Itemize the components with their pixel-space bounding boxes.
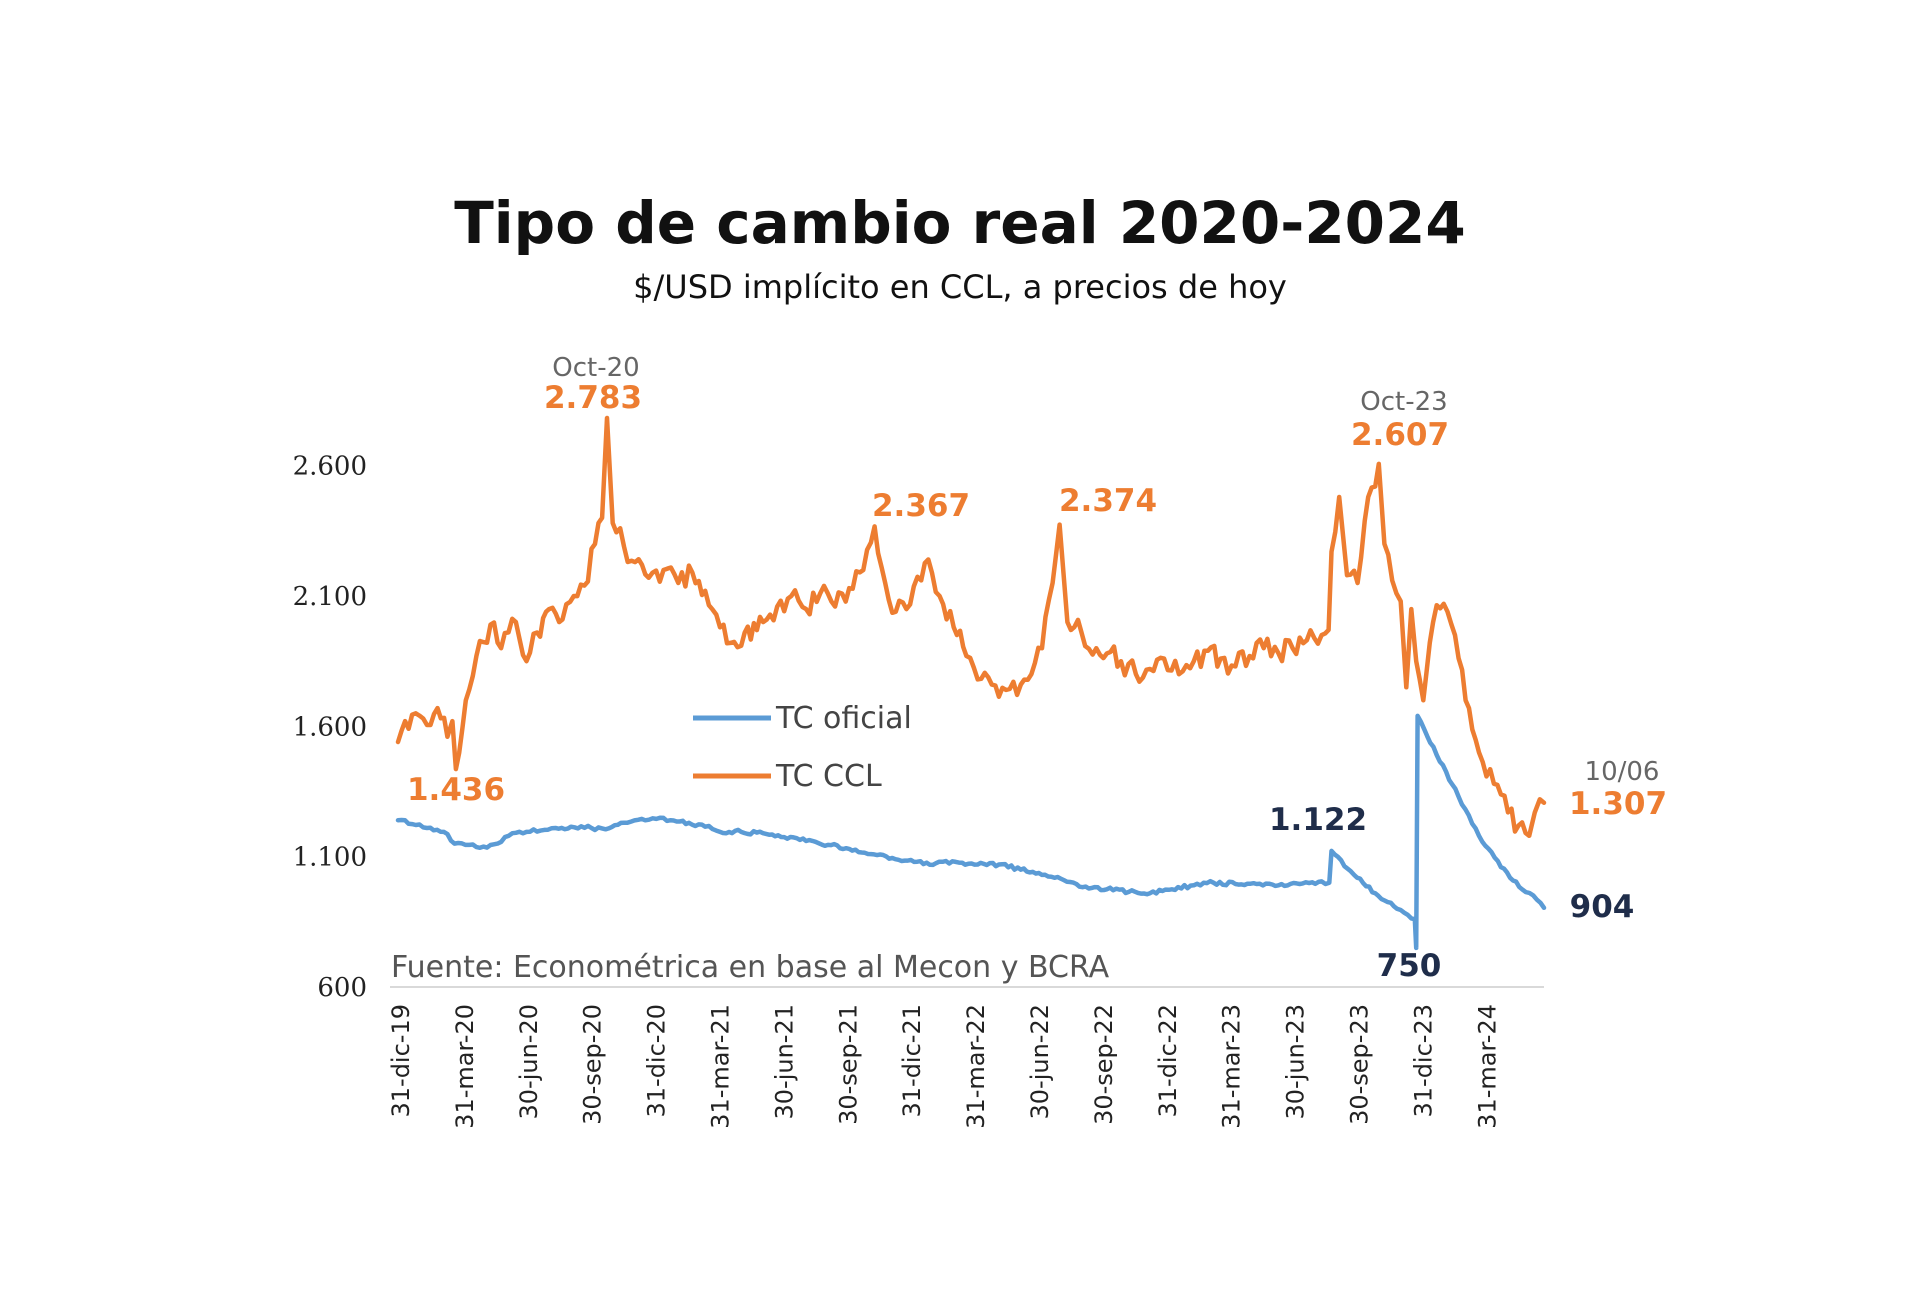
chart-subtitle: $/USD implícito en CCL, a precios de hoy xyxy=(633,268,1287,306)
x-tick-label-17: 31-mar-24 xyxy=(1473,1004,1501,1129)
source-note: Fuente: Econométrica en base al Mecon y … xyxy=(391,950,1110,985)
x-tick-label-10: 30-jun-22 xyxy=(1026,1004,1054,1120)
legend-label-tc-ccl: TC CCL xyxy=(775,759,882,794)
series-layer xyxy=(395,415,1547,951)
y-tick-label-1: 1.100 xyxy=(293,843,367,873)
annotation-oficial-peak-2023: 1.122 xyxy=(1269,802,1367,838)
y-tick-label-0: 600 xyxy=(317,973,367,1003)
annotation-peak-2021: 2.367 xyxy=(872,488,970,524)
annotation-peak-2022: 2.374 xyxy=(1059,483,1157,519)
x-tick-label-7: 30-sep-21 xyxy=(834,1004,862,1125)
annotation-oct23-date: Oct-23 xyxy=(1360,387,1447,417)
x-tick-label-0: 31-dic-19 xyxy=(387,1004,415,1118)
annotation-oct20-date: Oct-20 xyxy=(552,353,639,383)
annotation-oct20-peak: 2.783 xyxy=(544,380,642,416)
x-axis: 31-dic-19 31-mar-20 30-jun-20 30-sep-20 31-d… xyxy=(387,1004,1501,1129)
series-line-tc-ccl xyxy=(395,415,1547,839)
y-tick-label-3: 2.100 xyxy=(293,582,367,612)
x-tick-label-3: 30-sep-20 xyxy=(579,1004,607,1125)
x-tick-label-16: 31-dic-23 xyxy=(1409,1004,1437,1118)
annotation-last-ccl: 1.307 xyxy=(1569,786,1667,822)
x-tick-label-4: 31-dic-20 xyxy=(643,1004,671,1118)
annotation-min-2020: 1.436 xyxy=(407,772,505,808)
annotations: Oct-20 2.783 1.436 2.367 2.374 Oct-23 2.… xyxy=(407,353,1667,984)
x-tick-label-8: 31-dic-21 xyxy=(898,1004,926,1118)
legend: TC oficial TC CCL xyxy=(693,701,912,794)
x-tick-label-13: 31-mar-23 xyxy=(1218,1004,1246,1129)
y-axis: 600 1.100 1.600 2.100 2.600 xyxy=(293,452,367,1003)
x-tick-label-1: 31-mar-20 xyxy=(451,1004,479,1129)
x-tick-label-11: 30-sep-22 xyxy=(1090,1004,1118,1125)
x-tick-label-9: 31-mar-22 xyxy=(962,1004,990,1129)
y-tick-label-2: 1.600 xyxy=(293,712,367,742)
annotation-oficial-min: 750 xyxy=(1377,948,1442,984)
x-tick-label-15: 30-sep-23 xyxy=(1346,1004,1374,1125)
x-tick-label-12: 31-dic-22 xyxy=(1154,1004,1182,1118)
legend-label-tc-oficial: TC oficial xyxy=(775,701,912,736)
chart-title: Tipo de cambio real 2020-2024 xyxy=(454,189,1466,257)
x-tick-label-5: 31-mar-21 xyxy=(707,1004,735,1129)
annotation-last-date: 10/06 xyxy=(1585,757,1660,787)
annotation-oct23-peak: 2.607 xyxy=(1351,417,1449,453)
x-tick-label-14: 30-jun-23 xyxy=(1282,1004,1310,1120)
x-tick-label-6: 30-jun-21 xyxy=(770,1004,798,1120)
x-tick-label-2: 30-jun-20 xyxy=(515,1004,543,1120)
series-line-tc-oficial xyxy=(395,713,1547,951)
annotation-oficial-last: 904 xyxy=(1570,889,1635,925)
y-tick-label-4: 2.600 xyxy=(293,452,367,482)
